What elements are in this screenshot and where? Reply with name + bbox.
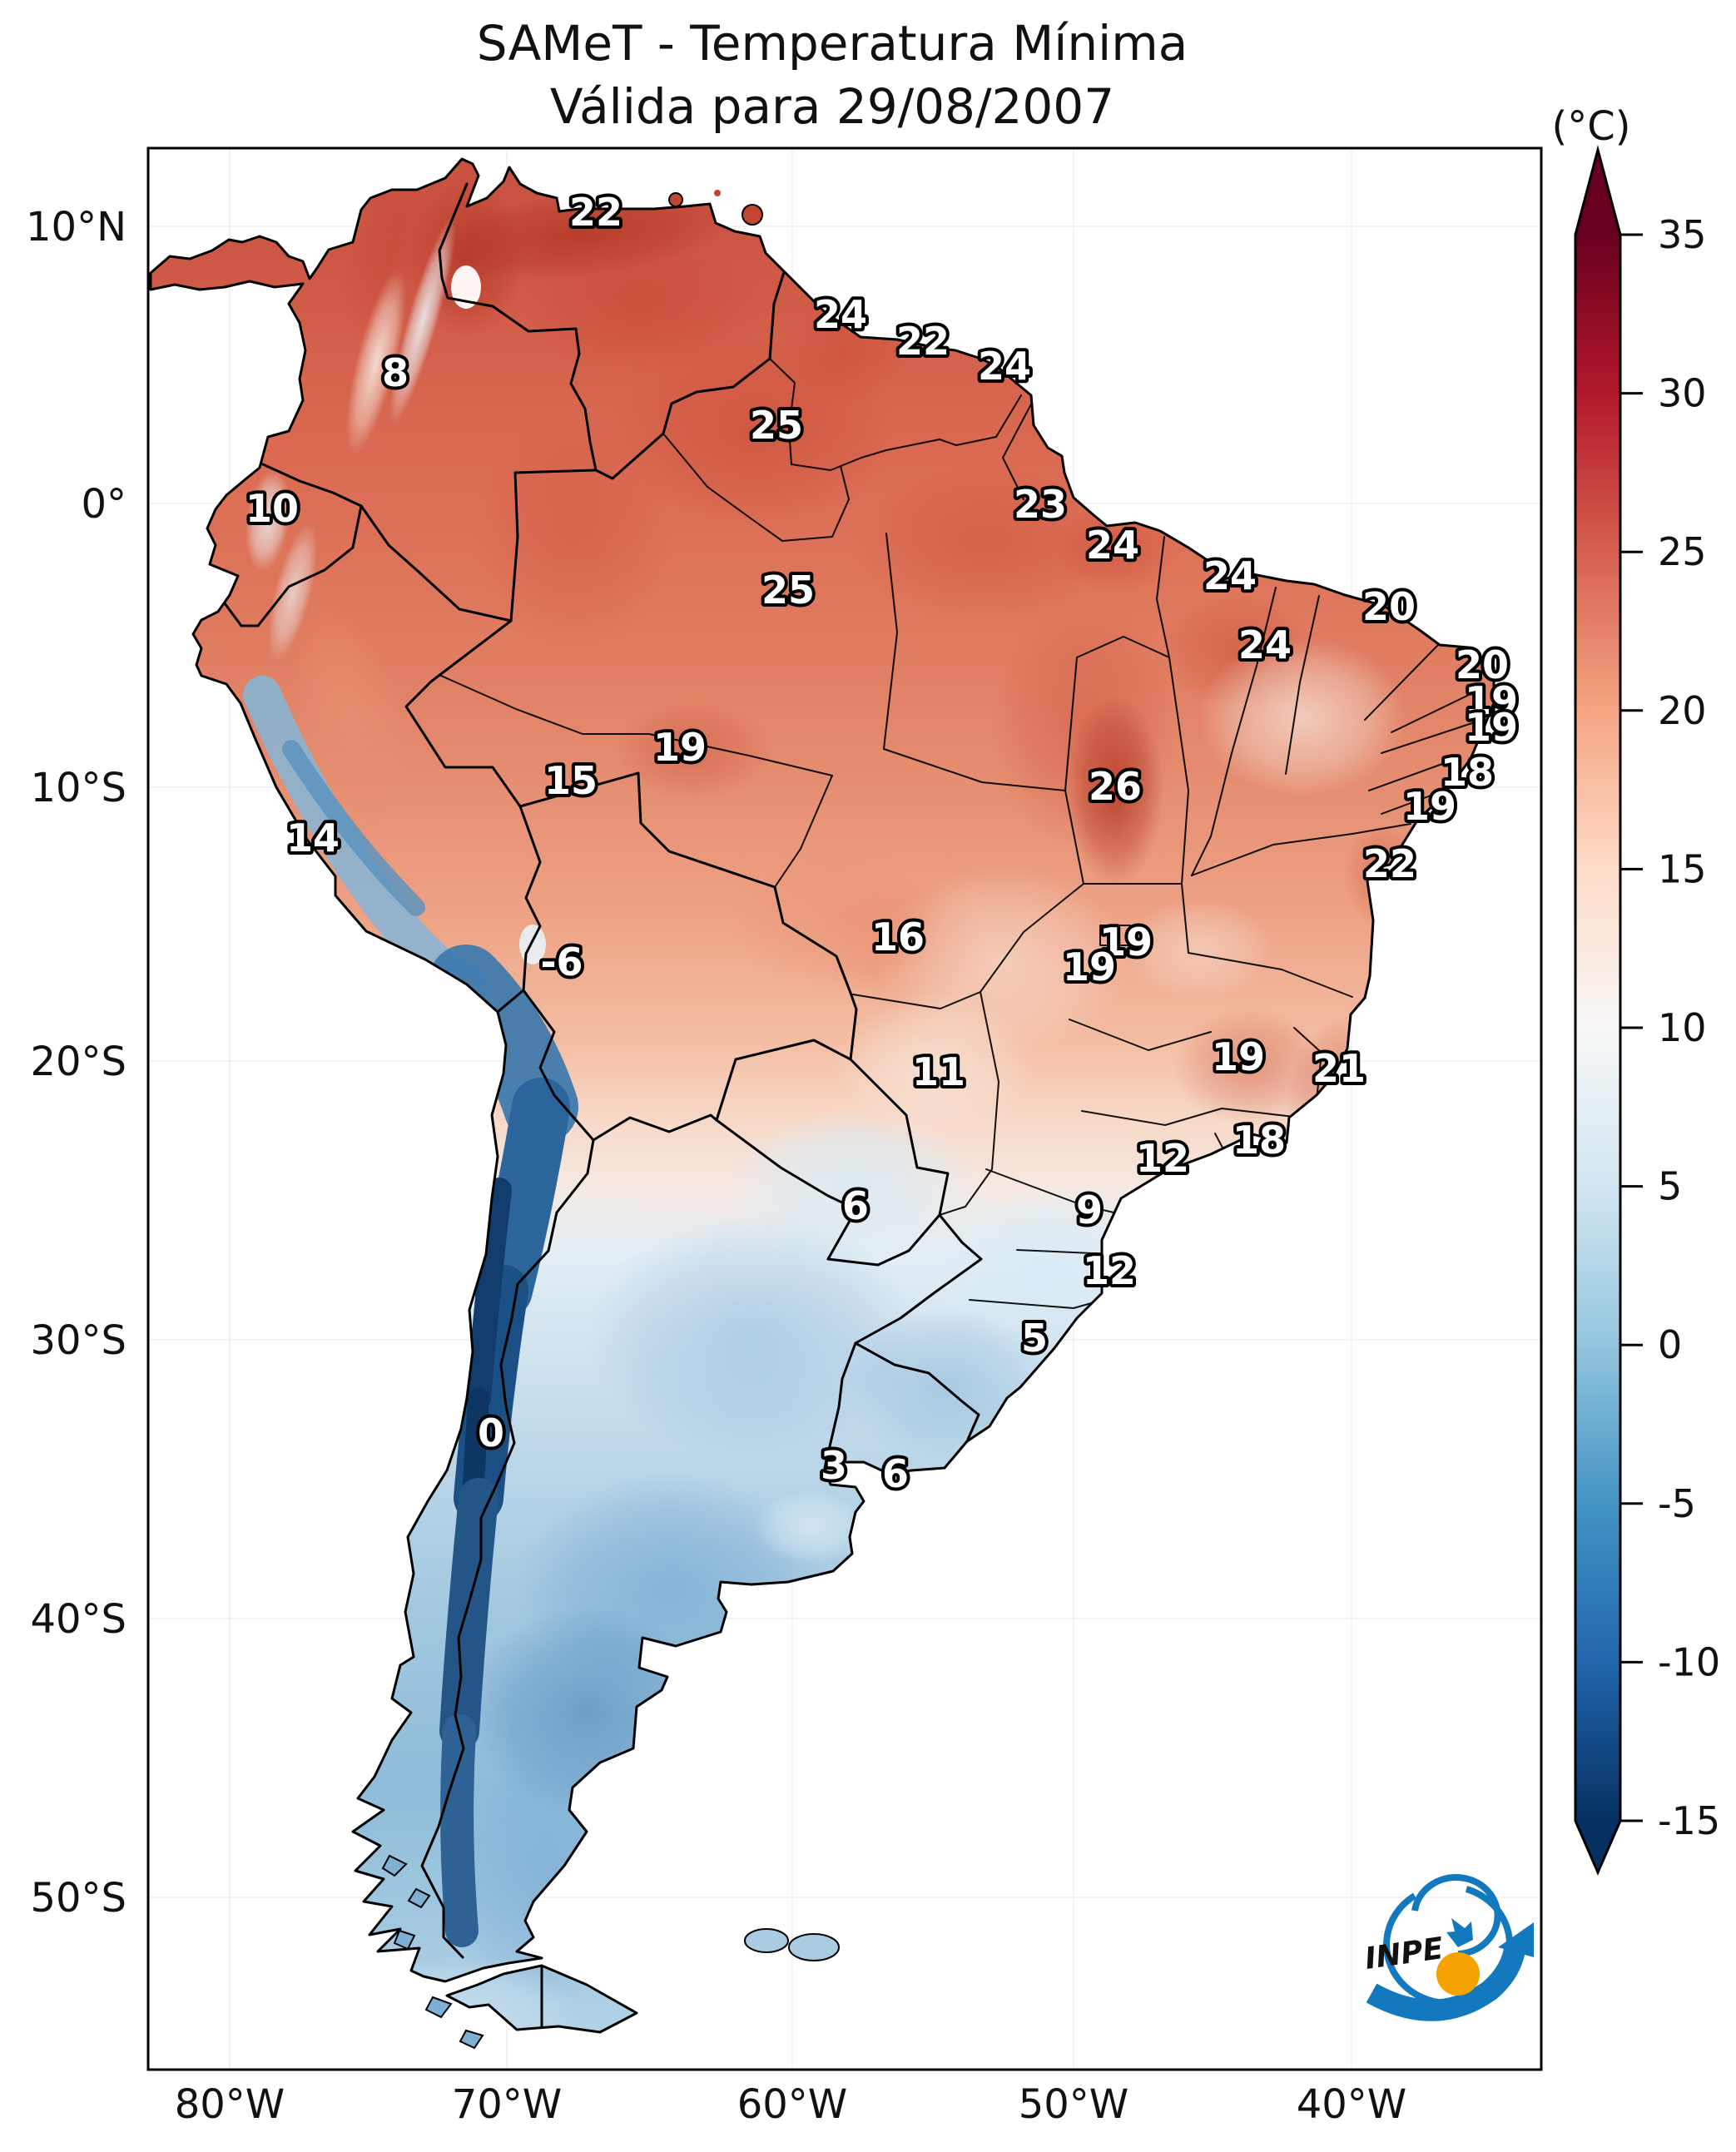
inpe-logo: INPE: [1363, 1874, 1534, 2021]
lon-tick-label: 50°W: [1019, 2081, 1129, 2128]
island-trinidad: [742, 204, 763, 226]
temperature-value-label: 5: [1021, 1316, 1048, 1361]
colorbar-tick-label: 5: [1658, 1164, 1682, 1209]
temperature-value-label: 19: [1403, 784, 1456, 829]
colorbar-tick-label: 20: [1658, 688, 1707, 733]
temperature-value-label: 14: [286, 816, 340, 860]
temperature-value-label: 24: [814, 292, 867, 337]
colorbar-tick-label: -5: [1658, 1481, 1696, 1526]
colorbar-gradient-bar: [1574, 145, 1622, 1876]
latitude-axis: 10°N 0° 10°S 20°S 30°S 40°S 50°S: [26, 204, 126, 1921]
lon-tick-label: 70°W: [452, 2081, 563, 2128]
logo-arrowhead: [1498, 1922, 1534, 1957]
temperature-value-label: 26: [1089, 764, 1142, 809]
temperature-value-label: 10: [246, 486, 299, 531]
lat-tick-label: 10°N: [26, 204, 126, 250]
lake-maracaibo: [451, 265, 481, 309]
temperature-value-label: 22: [896, 319, 950, 364]
temperature-value-label: 21: [1312, 1046, 1366, 1091]
logo-small-arrow: [1446, 1918, 1473, 1947]
title-line-2: Válida para 29/08/2007: [550, 78, 1114, 135]
logo-inner-swirl: [1411, 1874, 1501, 1957]
temperature-value-label: 24: [1238, 622, 1292, 667]
temperature-value-label: 25: [761, 568, 815, 612]
temperature-value-label: 11: [912, 1049, 965, 1094]
lon-tick-label: 40°W: [1297, 2081, 1407, 2128]
temperature-value-label: 19: [1212, 1034, 1265, 1079]
temperature-value-label: 20: [1456, 642, 1509, 687]
state-borders: [440, 358, 1481, 1309]
island-margarita: [668, 192, 683, 207]
island-falkland-west: [744, 1928, 789, 1953]
temperature-value-label: 9: [1076, 1188, 1103, 1232]
lat-tick-label: 0°: [81, 481, 126, 528]
colorbar: (°C) 35 30 25 20 15 10 5 0 -5 -10 -15: [1552, 103, 1720, 1876]
temperature-value-label: 12: [1083, 1248, 1136, 1293]
logo-orange-dot: [1436, 1952, 1480, 1996]
map-frame: [146, 146, 1543, 2071]
temperature-value-label: -6: [540, 940, 583, 984]
lat-tick-label: 10°S: [30, 765, 126, 811]
title: SAMeT - Temperatura Mínima Válida para 2…: [477, 15, 1188, 135]
temperature-value-label: 15: [544, 758, 598, 803]
lat-tick-label: 50°S: [30, 1875, 126, 1921]
temperature-value-label: 19: [1099, 920, 1153, 964]
colorbar-tick-label: 10: [1658, 1005, 1707, 1050]
logo-text: INPE: [1363, 1931, 1446, 1976]
temperature-value-label: 22: [1363, 841, 1416, 886]
lat-tick-label: 20°S: [30, 1039, 126, 1085]
colorbar-tick-label: 15: [1658, 846, 1707, 891]
temperature-value-label: 22: [569, 190, 622, 235]
temperature-value-label: 6: [882, 1451, 909, 1496]
colorbar-unit-label: (°C): [1552, 103, 1631, 150]
temperature-value-label: 19: [1063, 945, 1116, 989]
island-falkland-east: [788, 1933, 840, 1961]
temperature-value-label: 12: [1136, 1136, 1189, 1181]
island-dot: [714, 190, 721, 196]
temperature-value-label: 23: [1014, 482, 1067, 527]
temperature-raster: [151, 159, 1494, 2032]
lon-tick-label: 60°W: [737, 2081, 848, 2128]
temperature-value-label: 19: [1465, 678, 1518, 723]
lat-tick-label: 30°S: [30, 1317, 126, 1364]
islands: [381, 190, 840, 2050]
temperature-value-label: 8: [382, 350, 409, 395]
longitude-axis: 80°W 70°W 60°W 50°W 40°W: [175, 2081, 1407, 2128]
temperature-value-label: 24: [1203, 553, 1257, 598]
country-borders: [223, 182, 983, 2031]
temperature-value-label: 18: [1233, 1118, 1286, 1163]
temperature-value-label: 16: [871, 915, 925, 959]
temperature-value-label: 18: [1441, 750, 1494, 795]
temperature-value-label: 25: [750, 403, 803, 448]
colorbar-tick-label: 25: [1658, 529, 1707, 574]
colorbar-tick-label: -15: [1658, 1798, 1720, 1843]
temperature-value-label: 6: [842, 1183, 869, 1228]
colorbar-tick-label: 0: [1658, 1322, 1682, 1367]
logo-big-arrow: [1366, 1942, 1526, 2021]
lon-tick-label: 80°W: [175, 2081, 285, 2128]
chilean-fjord-islets: [381, 1854, 484, 2050]
temperature-value-label: 19: [653, 725, 707, 770]
lat-tick-label: 40°S: [30, 1596, 126, 1643]
colorbar-tick-label: 35: [1658, 212, 1707, 257]
colorbar-tick-label: -10: [1658, 1639, 1720, 1684]
temperature-value-label: 24: [978, 344, 1031, 389]
temperature-value-label: 24: [1086, 523, 1139, 568]
title-line-1: SAMeT - Temperatura Mínima: [477, 15, 1188, 72]
temperature-value-label: 19: [1465, 705, 1518, 750]
colorbar-tick-label: 30: [1658, 371, 1707, 416]
temperature-value-label: 20: [1362, 584, 1416, 629]
colorbar-ticks: 35 30 25 20 15 10 5 0 -5 -10 -15: [1620, 212, 1720, 1843]
temperature-value-label: 0: [478, 1411, 504, 1455]
temperature-value-label: 3: [821, 1443, 847, 1488]
